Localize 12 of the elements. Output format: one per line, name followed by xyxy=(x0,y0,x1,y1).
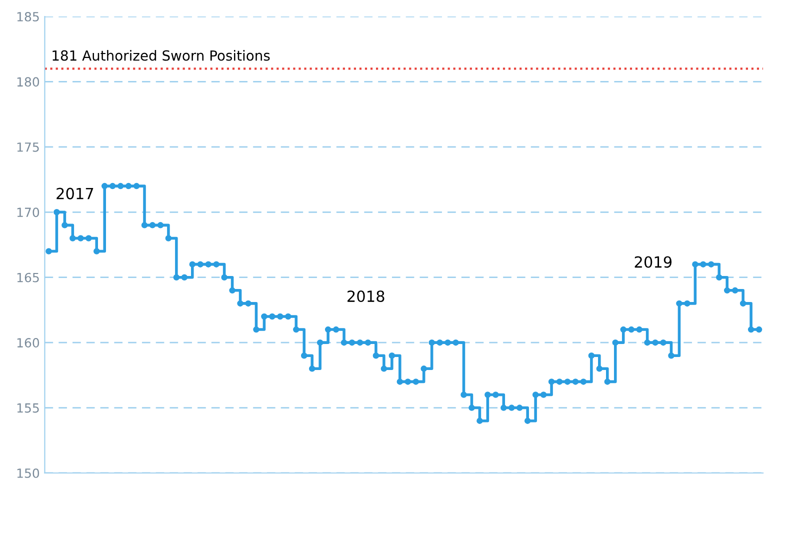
annotation: 2017 xyxy=(56,188,94,200)
ref-line-label: 181 Authorized Sworn Positions xyxy=(52,50,270,61)
y-tick-label: 180 xyxy=(17,77,40,87)
y-tick-label: 170 xyxy=(17,208,40,218)
y-tick-label: 150 xyxy=(17,468,40,478)
y-tick-label: 165 xyxy=(17,272,39,282)
y-tick-label: 160 xyxy=(17,338,40,348)
y-tick-label: 155 xyxy=(17,403,39,413)
annotation: 2018 xyxy=(348,290,384,302)
y-tick-label: 185 xyxy=(17,12,39,22)
annotation: 2019 xyxy=(634,256,672,268)
y-tick-label: 175 xyxy=(17,142,39,152)
